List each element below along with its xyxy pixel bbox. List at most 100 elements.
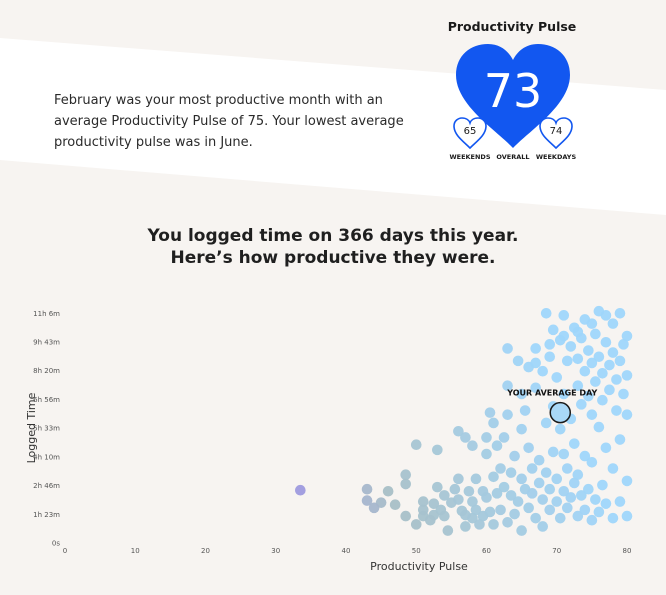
data-point [551, 372, 563, 383]
data-point [558, 310, 570, 321]
data-point [512, 355, 524, 367]
y-tick-label: 2h 46m [33, 482, 60, 490]
data-point [417, 496, 429, 507]
data-point [516, 388, 527, 400]
data-point [439, 490, 450, 501]
data-point [540, 417, 552, 429]
data-point [467, 440, 478, 452]
average-day-marker: YOUR AVERAGE DAY [506, 389, 598, 424]
y-tick-label: 6h 56m [33, 396, 60, 404]
data-point [558, 448, 570, 460]
data-point [484, 407, 496, 418]
data-point [604, 384, 615, 396]
data-point [460, 432, 471, 443]
data-point [597, 479, 608, 491]
data-point [558, 388, 570, 400]
productivity-pulse-widget: 73 65 74 WEEKENDS OVERALL WEEKDAYS [449, 44, 577, 161]
data-point [558, 330, 570, 342]
data-point [611, 405, 622, 416]
data-point [551, 496, 563, 507]
data-point [621, 409, 633, 420]
data-point [540, 307, 552, 319]
data-point [530, 382, 541, 394]
data-point [586, 357, 598, 369]
data-point [572, 326, 584, 338]
data-point [540, 467, 552, 478]
data-point [474, 519, 485, 530]
x-tick-label: 0 [63, 547, 67, 555]
summary-text: February was your most productive month … [54, 93, 404, 150]
data-point [593, 421, 605, 433]
data-point [488, 519, 499, 530]
data-point [607, 318, 619, 329]
y-tick-label: 11h 6m [33, 310, 60, 318]
scatter-chart: 0 10 20 30 40 50 60 70 80 0s 1h 23m 2h 46m 4h 10m 5h … [25, 305, 633, 573]
data-point [576, 490, 587, 501]
data-point [491, 488, 503, 499]
data-point [607, 463, 619, 474]
label-overall: OVERALL [496, 153, 529, 161]
data-point [533, 477, 545, 489]
data-point [432, 444, 443, 456]
data-point [530, 357, 541, 369]
data-point [621, 370, 633, 381]
data-point [604, 359, 615, 371]
data-point [516, 473, 527, 485]
weekends-score: 65 [464, 126, 477, 137]
data-point [488, 417, 499, 429]
data-point [463, 485, 475, 497]
data-point [495, 463, 506, 474]
points-layer [295, 305, 633, 536]
data-point [460, 521, 471, 532]
data-point [439, 510, 450, 522]
data-point [453, 494, 464, 505]
data-point [382, 485, 394, 497]
data-point [600, 442, 612, 454]
data-point [295, 484, 306, 496]
data-point [481, 448, 492, 460]
label-weekends: WEEKENDS [449, 153, 490, 161]
data-point [618, 388, 629, 400]
data-point [361, 483, 373, 495]
data-point [600, 310, 612, 321]
data-point [586, 409, 598, 420]
data-point [502, 517, 513, 528]
data-point [583, 345, 594, 356]
data-point [516, 423, 527, 435]
x-tick-label: 10 [131, 547, 140, 555]
data-point [551, 473, 563, 485]
x-tick-label: 70 [552, 547, 561, 555]
data-point [579, 504, 591, 516]
data-point [432, 481, 443, 493]
label-weekdays: WEEKDAYS [536, 153, 577, 161]
data-point [491, 440, 503, 452]
data-point [554, 423, 566, 435]
data-point [618, 339, 629, 350]
data-point [579, 450, 591, 462]
data-point [544, 351, 556, 363]
data-point [621, 330, 633, 342]
data-point [389, 499, 401, 511]
data-point [481, 492, 492, 503]
data-point [400, 469, 412, 481]
data-point [400, 478, 412, 490]
x-tick-label: 80 [623, 547, 632, 555]
y-tick-label: 9h 43m [33, 338, 60, 346]
data-point [600, 498, 612, 509]
data-point [368, 502, 380, 514]
data-point [583, 483, 594, 495]
data-point [400, 510, 412, 522]
data-point [442, 525, 454, 536]
x-tick-label: 30 [271, 547, 280, 555]
x-tick-label: 20 [201, 547, 210, 555]
data-point [425, 514, 436, 526]
data-point [597, 367, 608, 379]
data-point [561, 463, 573, 474]
data-point [565, 492, 577, 503]
data-point [586, 456, 598, 468]
data-point [547, 324, 559, 336]
data-point [586, 514, 598, 526]
data-point [621, 475, 633, 487]
data-point [614, 496, 626, 507]
weekends-heart-icon [453, 117, 487, 150]
